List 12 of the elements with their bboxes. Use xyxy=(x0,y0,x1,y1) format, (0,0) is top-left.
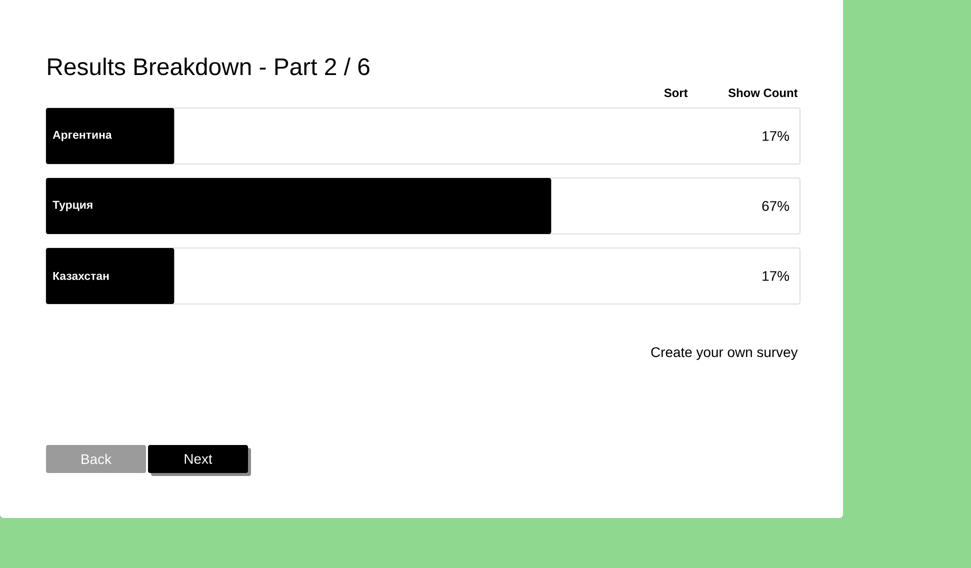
data-label: 17% xyxy=(762,271,789,281)
data-label: 67% xyxy=(762,201,789,211)
y-tick-label: Аргентина xyxy=(52,130,112,142)
chart-title: Results Breakdown - Part 2 / 6 xyxy=(48,58,370,76)
text: Create your own survey xyxy=(651,347,798,360)
y-tick-label: Турция xyxy=(52,200,92,212)
y-tick-label: Казахстан xyxy=(53,272,109,280)
text: Next xyxy=(184,454,212,464)
text: Show Count xyxy=(728,88,798,98)
text: Back xyxy=(82,454,112,464)
data-label: 17% xyxy=(762,131,789,141)
text: Sort xyxy=(664,88,688,98)
